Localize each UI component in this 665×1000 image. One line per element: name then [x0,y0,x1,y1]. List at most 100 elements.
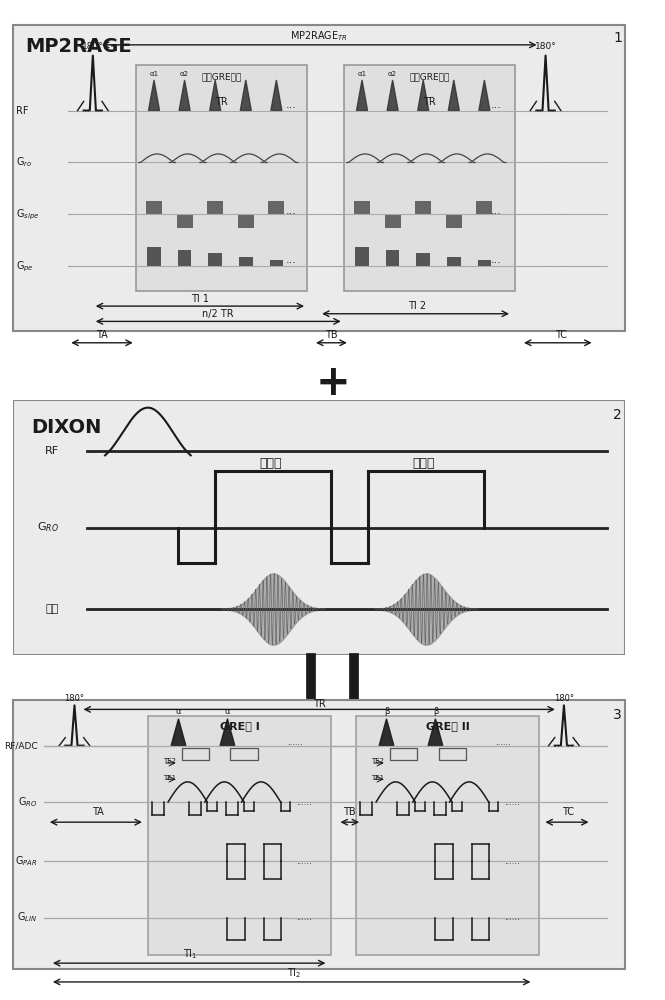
Polygon shape [220,719,235,746]
Polygon shape [179,80,190,111]
Text: DIXON: DIXON [32,418,102,437]
Text: TB: TB [344,807,356,817]
Bar [384,214,400,228]
Text: +: + [315,362,350,404]
Bar [231,748,258,760]
Text: TB: TB [325,330,338,340]
Text: β: β [433,707,438,716]
Bar [446,214,462,228]
Text: α1: α1 [150,71,158,77]
Text: ......: ...... [504,798,520,807]
Polygon shape [379,719,394,746]
Bar [269,201,285,214]
Text: ...: ... [491,100,502,109]
Bar [438,748,466,760]
Text: ......: ...... [287,738,303,747]
Polygon shape [148,80,160,111]
Text: G$_{LIN}$: G$_{LIN}$ [17,911,38,924]
Text: G$_{slpe}$: G$_{slpe}$ [17,207,40,222]
Text: TE1: TE1 [371,775,384,781]
Bar [386,250,400,266]
Bar [344,65,515,291]
Text: ......: ...... [296,857,312,866]
Text: ......: ...... [504,857,520,866]
Text: 第一GRE读数: 第一GRE读数 [201,72,241,81]
Bar [238,214,254,228]
Text: ...: ... [491,206,502,216]
Text: RF: RF [45,446,59,456]
Text: 第二GRE读数: 第二GRE读数 [409,72,450,81]
Text: 反相位: 反相位 [412,457,434,470]
Text: TC: TC [555,330,567,340]
Polygon shape [171,719,186,746]
Bar [354,201,370,214]
Bar [147,247,161,266]
Polygon shape [356,80,368,111]
Text: RF: RF [17,106,29,116]
Text: TI$_2$: TI$_2$ [287,966,302,980]
Bar [415,201,431,214]
Text: TE2: TE2 [371,758,384,764]
Text: ...: ... [286,206,297,216]
Text: TC: TC [563,807,575,817]
Text: G$_{pe}$: G$_{pe}$ [17,259,34,274]
Text: ......: ...... [495,738,511,747]
Text: α: α [176,707,182,716]
Bar [416,253,430,266]
Bar [356,716,539,955]
Text: α1: α1 [358,71,366,77]
Text: 同相位: 同相位 [259,457,281,470]
Text: TA: TA [96,330,108,340]
Text: TE2: TE2 [163,758,176,764]
Text: α2: α2 [180,71,189,77]
Polygon shape [448,80,460,111]
Polygon shape [418,80,429,111]
Bar [208,253,222,266]
Text: n/2 TR: n/2 TR [202,309,234,319]
Text: α2: α2 [388,71,397,77]
Text: TR: TR [313,699,326,709]
Text: β: β [384,707,389,716]
Text: TR: TR [215,97,227,107]
Text: TI$_1$: TI$_1$ [184,947,198,961]
Text: ...: ... [286,255,297,265]
Bar [148,716,331,955]
Text: TI 1: TI 1 [191,294,209,304]
Text: ......: ...... [296,798,312,807]
Polygon shape [428,719,443,746]
Bar [239,257,253,266]
Text: TE1: TE1 [163,775,176,781]
Text: GRE块 I: GRE块 I [220,721,259,731]
Polygon shape [271,80,282,111]
Text: 180°: 180° [535,42,557,51]
Text: G$_{ro}$: G$_{ro}$ [17,156,33,169]
Text: 3: 3 [613,708,622,722]
Polygon shape [479,80,490,111]
Text: G$_{RO}$: G$_{RO}$ [19,795,38,809]
Text: 1: 1 [613,31,622,45]
Text: GRE块 II: GRE块 II [426,721,469,731]
Bar [447,257,461,266]
Text: ......: ...... [296,913,312,922]
Text: 2: 2 [613,408,622,422]
Text: ......: ...... [504,913,520,922]
Text: G$_{PAR}$: G$_{PAR}$ [15,854,38,868]
Text: TR: TR [423,97,436,107]
Bar [355,247,369,266]
Bar [178,250,192,266]
Text: 180°: 180° [554,694,574,703]
Text: TA: TA [92,807,103,817]
Text: MP2RAGE: MP2RAGE [25,37,132,56]
Text: α: α [225,707,230,716]
Text: 180°: 180° [65,694,84,703]
Text: TI 2: TI 2 [408,301,426,311]
Text: ...: ... [491,255,502,265]
Bar [476,201,492,214]
Bar [269,260,283,266]
Text: 180°: 180° [82,42,104,51]
Text: 信号: 信号 [46,604,59,614]
Polygon shape [209,80,221,111]
Text: MP2RAGE$_{TR}$: MP2RAGE$_{TR}$ [290,30,348,43]
Bar [207,201,223,214]
Bar [136,65,307,291]
